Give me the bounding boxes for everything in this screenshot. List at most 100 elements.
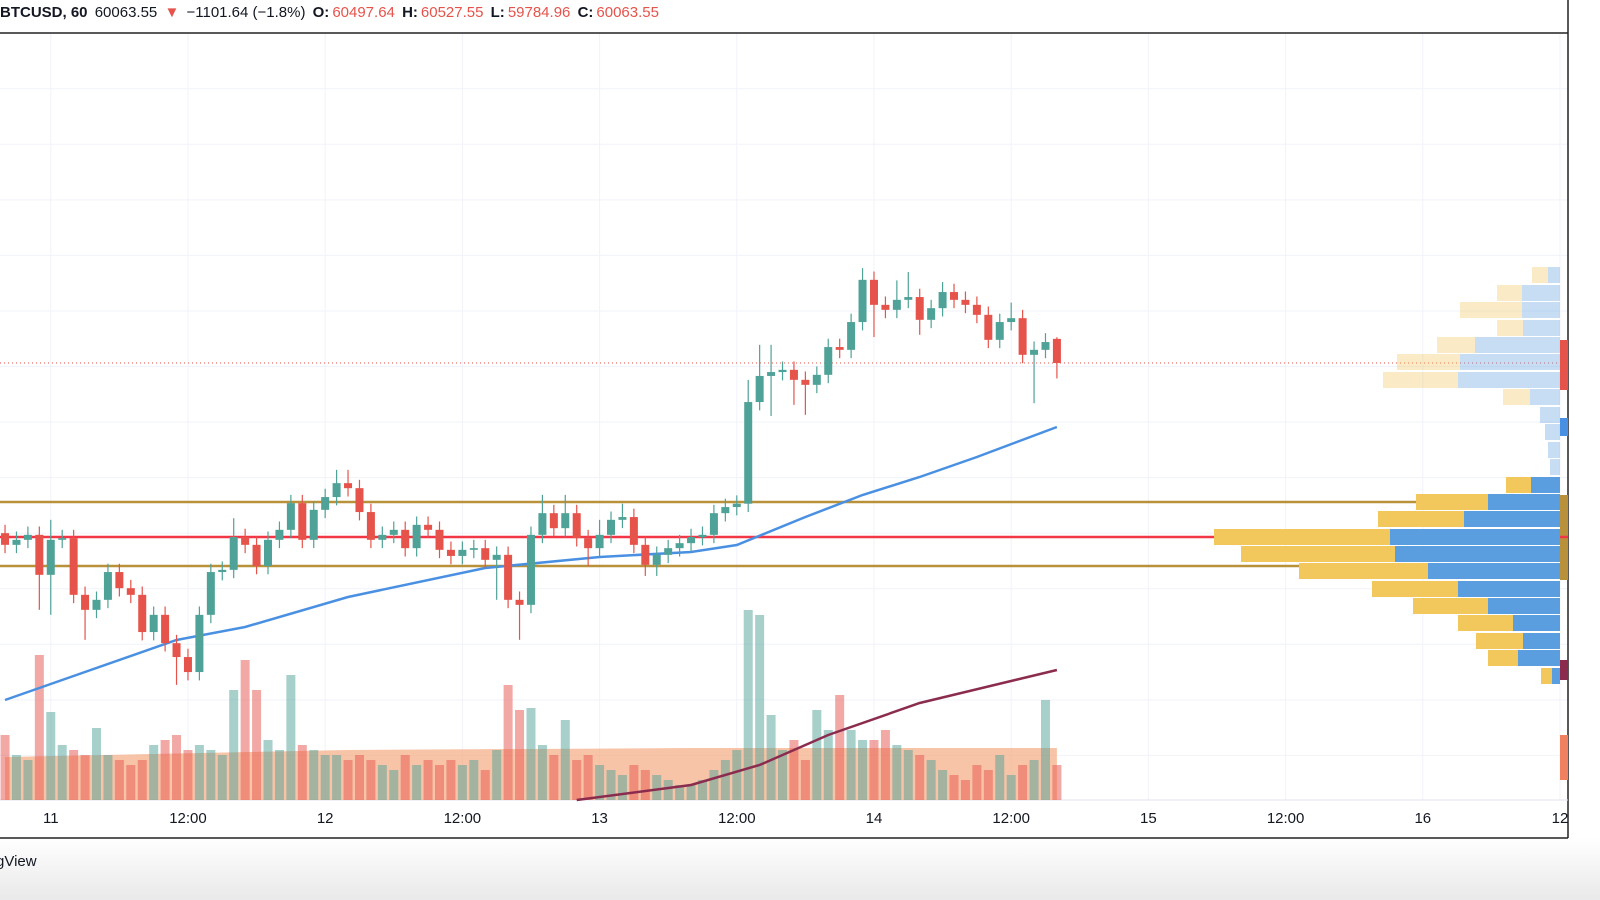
volume-bar: [354, 755, 364, 800]
volume-bar: [960, 780, 970, 800]
change: −1101.64 (−1.8%): [186, 4, 306, 21]
close-label: C:: [577, 4, 594, 21]
volume-bar: [743, 610, 753, 800]
candle-body: [538, 513, 547, 535]
candle-body: [549, 513, 558, 529]
candle-body: [584, 538, 593, 549]
volume-bar: [114, 760, 124, 800]
profile-down: [1241, 546, 1395, 562]
candle-body: [675, 543, 684, 549]
volume-bar: [217, 755, 227, 800]
candle-body: [721, 507, 730, 514]
profile-down: [1497, 320, 1523, 336]
high-value: 60527.55: [420, 4, 484, 21]
volume-bar: [0, 735, 10, 800]
high-label: H:: [402, 4, 418, 21]
candle-body: [218, 569, 227, 573]
profile-down: [1383, 372, 1458, 388]
profile-down: [1413, 598, 1488, 614]
candle-body: [664, 548, 673, 555]
volume-bar: [183, 750, 193, 800]
volume-bar: [480, 770, 490, 800]
candle-body: [824, 347, 833, 375]
volume-bar: [629, 765, 639, 800]
volume-bar: [732, 750, 742, 800]
volume-bar: [252, 690, 262, 800]
profile-up: [1518, 650, 1560, 666]
profile-down: [1458, 615, 1513, 631]
profile-down: [1488, 650, 1518, 666]
volume-bar: [366, 760, 376, 800]
volume-bar: [80, 755, 90, 800]
x-tick-label: 12:00: [169, 810, 207, 827]
candle-body: [264, 539, 273, 566]
profile-up: [1548, 442, 1560, 458]
profile-up: [1428, 563, 1560, 579]
x-tick-label: 13: [591, 810, 608, 827]
candle-body: [961, 299, 970, 305]
candle-body: [172, 643, 181, 658]
volume-bar: [663, 780, 673, 800]
candle-body: [183, 657, 192, 673]
volume-bar: [309, 750, 319, 800]
profile-up: [1395, 546, 1560, 562]
profile-down: [1503, 389, 1530, 405]
volume-bar: [400, 755, 410, 800]
volume-bar: [572, 760, 582, 800]
candle-body: [355, 488, 364, 513]
volume-bar: [537, 745, 547, 800]
volume-bar: [800, 760, 810, 800]
volume-bar: [469, 760, 479, 800]
volume-bar: [423, 760, 433, 800]
volume-bar: [69, 750, 79, 800]
profile-up: [1458, 581, 1560, 597]
volume-bar: [709, 770, 719, 800]
volume-bar: [149, 745, 159, 800]
candle-body: [607, 519, 616, 535]
candle-body: [321, 497, 330, 510]
candle-body: [561, 513, 570, 529]
footer-bg: [0, 838, 1600, 900]
candle-body: [801, 379, 810, 385]
candle-body: [1041, 342, 1050, 350]
candle-body: [1030, 349, 1039, 355]
candle-body: [744, 402, 753, 504]
candle-body: [687, 537, 696, 544]
price-tag: [1560, 660, 1568, 680]
volume-bar: [515, 710, 525, 800]
candle-body: [241, 537, 250, 545]
profile-down: [1532, 267, 1548, 283]
volume-bar: [972, 765, 982, 800]
volume-bar: [983, 770, 993, 800]
candle-body: [641, 544, 650, 565]
candle-body: [35, 534, 44, 575]
candle-body: [92, 599, 101, 610]
candle-body: [812, 374, 821, 385]
candle-body: [401, 529, 410, 549]
candle-body: [1052, 338, 1061, 363]
profile-down: [1416, 494, 1488, 510]
volume-bar: [869, 740, 879, 800]
profile-up: [1475, 337, 1560, 353]
candle-body: [1, 533, 10, 545]
candle-body: [1007, 318, 1016, 323]
candle-body: [81, 594, 90, 610]
volume-bar: [34, 655, 44, 800]
profile-down: [1460, 302, 1522, 318]
candle-body: [835, 347, 844, 350]
candle-body: [1018, 318, 1027, 355]
candle-body: [858, 279, 867, 323]
volume-bar: [1040, 700, 1050, 800]
volume-bar: [880, 730, 890, 800]
volume-bar: [1018, 765, 1028, 800]
symbol: BTCUSD, 60: [0, 4, 88, 21]
x-tick-label: 11: [43, 810, 59, 827]
change-arrow: ▼: [164, 4, 180, 21]
open-value: 60497.64: [332, 4, 395, 21]
profile-down: [1378, 511, 1464, 527]
candle-body: [515, 599, 524, 605]
volume-bar: [23, 760, 33, 800]
candle-body: [252, 544, 261, 566]
volume-bar: [194, 745, 204, 800]
low-value: 59784.96: [507, 4, 571, 21]
